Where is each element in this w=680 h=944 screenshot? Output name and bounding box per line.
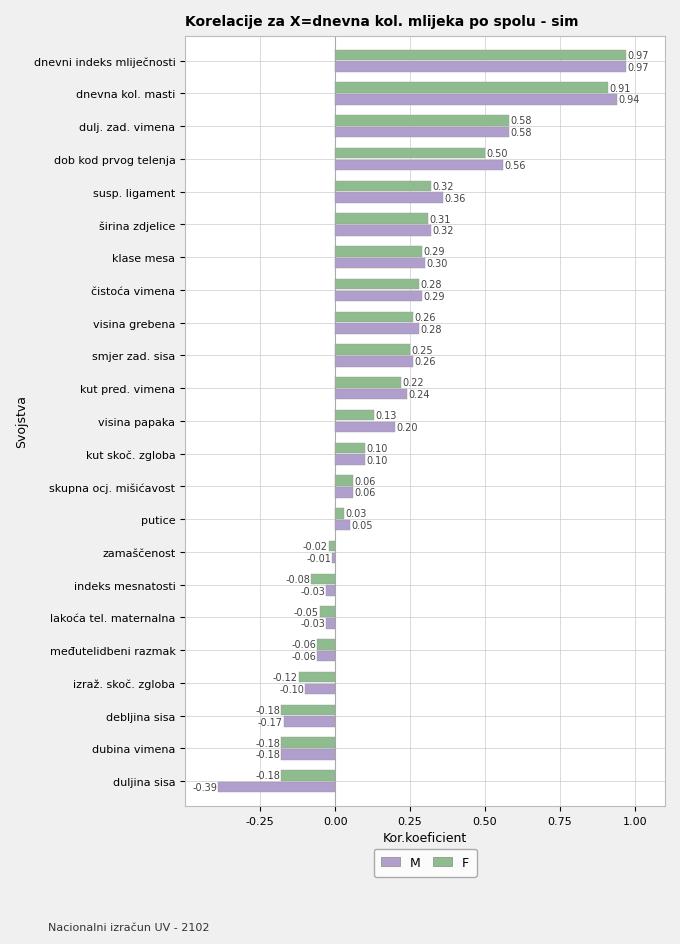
Bar — [299, 672, 335, 683]
Bar — [335, 148, 485, 160]
Text: -0.18: -0.18 — [255, 750, 280, 760]
Bar — [284, 716, 335, 727]
Text: -0.03: -0.03 — [300, 586, 325, 596]
Bar — [317, 651, 335, 662]
Bar — [335, 279, 419, 290]
Text: 0.24: 0.24 — [408, 390, 430, 399]
Bar — [335, 181, 431, 192]
Text: 0.20: 0.20 — [396, 422, 418, 432]
Bar — [335, 509, 344, 519]
Text: -0.06: -0.06 — [291, 640, 316, 649]
Bar — [335, 520, 350, 531]
Bar — [326, 618, 335, 629]
Text: -0.03: -0.03 — [300, 618, 325, 629]
Bar — [335, 357, 413, 367]
Bar — [335, 259, 425, 269]
Bar — [335, 194, 443, 204]
Bar — [335, 476, 353, 486]
Text: -0.18: -0.18 — [255, 705, 280, 715]
Text: -0.06: -0.06 — [291, 651, 316, 662]
Bar — [329, 541, 335, 551]
Bar — [335, 324, 419, 334]
Bar — [332, 553, 335, 564]
Bar — [335, 411, 374, 421]
Bar — [335, 160, 503, 171]
Bar — [335, 50, 626, 61]
Bar — [335, 422, 395, 432]
Text: -0.12: -0.12 — [273, 672, 298, 683]
Text: -0.18: -0.18 — [255, 738, 280, 748]
Bar — [335, 214, 428, 225]
Bar — [335, 127, 509, 138]
Bar — [335, 226, 431, 236]
Bar — [335, 62, 626, 73]
Text: 0.28: 0.28 — [420, 279, 442, 290]
Text: 0.97: 0.97 — [627, 62, 649, 73]
Text: Nacionalni izračun UV - 2102: Nacionalni izračun UV - 2102 — [48, 922, 209, 932]
Text: -0.18: -0.18 — [255, 770, 280, 781]
Bar — [281, 770, 335, 781]
Text: 0.50: 0.50 — [486, 149, 508, 159]
Legend: M, F: M, F — [373, 849, 477, 877]
Text: 0.26: 0.26 — [414, 357, 436, 367]
Text: 0.28: 0.28 — [420, 324, 442, 334]
Text: 0.32: 0.32 — [432, 227, 454, 236]
Text: 0.56: 0.56 — [505, 160, 526, 171]
Bar — [335, 455, 365, 465]
Text: 0.30: 0.30 — [426, 259, 447, 269]
Text: 0.26: 0.26 — [414, 312, 436, 323]
Text: 0.91: 0.91 — [609, 83, 630, 93]
Bar — [320, 607, 335, 617]
Text: 0.94: 0.94 — [618, 95, 640, 105]
X-axis label: Kor.koeficient: Kor.koeficient — [383, 831, 467, 844]
Text: 0.29: 0.29 — [423, 292, 445, 301]
Y-axis label: Svojstva: Svojstva — [15, 395, 28, 448]
Text: 0.05: 0.05 — [352, 520, 373, 531]
Text: 0.97: 0.97 — [627, 51, 649, 60]
Text: 0.58: 0.58 — [510, 128, 532, 138]
Bar — [335, 116, 509, 126]
Text: 0.06: 0.06 — [354, 476, 375, 486]
Text: 0.29: 0.29 — [423, 247, 445, 257]
Bar — [218, 782, 335, 793]
Text: 0.25: 0.25 — [411, 346, 433, 355]
Bar — [335, 246, 422, 258]
Text: Korelacije za X=dnevna kol. mlijeka po spolu - sim: Korelacije za X=dnevna kol. mlijeka po s… — [185, 15, 579, 29]
Text: -0.08: -0.08 — [285, 574, 310, 584]
Text: -0.05: -0.05 — [294, 607, 319, 617]
Text: 0.13: 0.13 — [375, 411, 396, 421]
Bar — [281, 705, 335, 716]
Text: 0.32: 0.32 — [432, 181, 454, 192]
Text: -0.17: -0.17 — [258, 716, 283, 727]
Bar — [335, 95, 617, 106]
Bar — [305, 683, 335, 695]
Text: -0.39: -0.39 — [192, 783, 217, 792]
Bar — [335, 443, 365, 453]
Bar — [281, 737, 335, 748]
Bar — [311, 574, 335, 584]
Text: -0.01: -0.01 — [306, 553, 331, 564]
Bar — [335, 83, 608, 93]
Bar — [335, 312, 413, 323]
Bar — [335, 345, 410, 355]
Bar — [335, 378, 401, 388]
Text: 0.22: 0.22 — [403, 378, 424, 388]
Text: 0.10: 0.10 — [367, 444, 388, 453]
Text: 0.58: 0.58 — [510, 116, 532, 126]
Bar — [335, 292, 422, 302]
Bar — [335, 390, 407, 400]
Text: 0.31: 0.31 — [429, 214, 451, 225]
Bar — [335, 488, 353, 498]
Text: 0.10: 0.10 — [367, 455, 388, 465]
Text: -0.02: -0.02 — [303, 542, 328, 551]
Bar — [326, 585, 335, 597]
Text: 0.36: 0.36 — [444, 194, 466, 203]
Bar — [281, 750, 335, 760]
Bar — [317, 639, 335, 649]
Text: 0.06: 0.06 — [354, 488, 375, 497]
Text: -0.10: -0.10 — [279, 684, 304, 694]
Text: 0.03: 0.03 — [345, 509, 367, 519]
